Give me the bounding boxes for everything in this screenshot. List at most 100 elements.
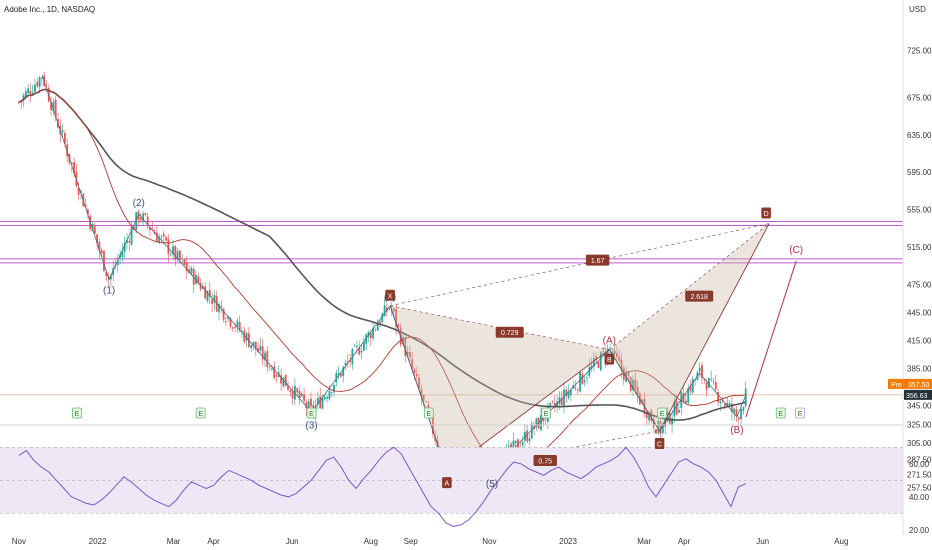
- rsi-axis-tick: 60.00: [909, 460, 930, 469]
- candle-body: [231, 327, 234, 329]
- candle-body: [599, 352, 602, 371]
- candle-body: [100, 249, 103, 254]
- candle-body: [181, 258, 184, 260]
- candle-body: [257, 348, 259, 353]
- point-label-c: C: [657, 441, 662, 448]
- candle-body: [126, 240, 128, 244]
- earnings-marker[interactable]: [775, 407, 786, 419]
- candle-body: [155, 232, 158, 242]
- rsi-line[interactable]: [18, 446, 747, 528]
- short-moving-average[interactable]: [18, 88, 746, 469]
- earnings-marker[interactable]: [423, 407, 434, 419]
- candle-body: [408, 352, 411, 358]
- candle-body: [358, 347, 361, 355]
- point-label-d-box[interactable]: [761, 207, 771, 219]
- candle-body: [178, 250, 181, 261]
- candle-body: [512, 440, 515, 452]
- last-price-tag[interactable]: [904, 389, 932, 400]
- time-axis-label: 2022: [89, 537, 107, 546]
- earnings-marker[interactable]: [306, 407, 317, 419]
- candle-body: [142, 213, 144, 222]
- ratio-label-2618-box[interactable]: [685, 290, 714, 302]
- earnings-marker-label: E: [75, 411, 80, 418]
- candle-body: [383, 305, 386, 317]
- candle-body: [149, 227, 151, 230]
- earnings-marker[interactable]: [71, 407, 82, 419]
- price-axis-tick: 305.00: [907, 439, 932, 448]
- candle-body: [307, 401, 310, 412]
- candle-body: [730, 403, 733, 412]
- candle-body: [744, 388, 747, 407]
- earnings-marker-label: E: [660, 411, 665, 418]
- candle-body: [712, 381, 715, 383]
- candle-body: [266, 351, 269, 368]
- ratio-label-167-box[interactable]: [585, 254, 610, 266]
- point-label-c-box[interactable]: [654, 437, 665, 449]
- ratio-label-0729-box[interactable]: [495, 326, 524, 338]
- harmonic-ratio-line: [390, 223, 770, 307]
- candle-body: [402, 337, 404, 345]
- candle-body: [316, 397, 319, 405]
- harmonic-bcd-triangle[interactable]: [609, 223, 770, 431]
- candle-body: [199, 282, 202, 290]
- candle-body: [622, 368, 625, 381]
- price-axis-tick: 515.00: [907, 243, 932, 252]
- candle-body: [36, 81, 39, 87]
- candle-body: [34, 84, 36, 93]
- candle-body: [344, 362, 347, 365]
- candle-body: [333, 384, 335, 393]
- candle-body: [103, 251, 105, 272]
- earnings-marker[interactable]: [795, 407, 805, 419]
- candle-body: [96, 234, 98, 244]
- candle-body: [592, 358, 595, 367]
- candle-body: [342, 367, 345, 376]
- candle-body: [112, 267, 115, 276]
- last-price: 356.63: [906, 393, 928, 400]
- candle-body: [521, 441, 524, 446]
- point-label-a-box[interactable]: [442, 477, 452, 489]
- earnings-marker[interactable]: [195, 407, 206, 419]
- candle-body: [648, 412, 650, 421]
- time-axis-label: Nov: [12, 537, 26, 546]
- candle-body: [418, 377, 420, 389]
- candle-body: [310, 398, 312, 407]
- chart-title: Adobe Inc., 1D, NASDAQ: [4, 5, 95, 14]
- candle-body: [530, 423, 533, 439]
- candle-body: [330, 392, 333, 393]
- candle-body: [576, 389, 579, 391]
- point-label-b-box[interactable]: [604, 353, 615, 365]
- candle-body: [261, 346, 264, 360]
- candle-body: [252, 341, 255, 346]
- candle-body: [641, 399, 644, 403]
- candle-body: [66, 144, 69, 157]
- candle-body: [93, 226, 96, 234]
- pre-market-tag[interactable]: [888, 378, 932, 389]
- wave-label-C: (C): [789, 245, 803, 256]
- candle-body: [238, 322, 241, 331]
- earnings-marker[interactable]: [541, 407, 552, 419]
- projection-line-C[interactable]: [745, 260, 797, 418]
- candle-body: [721, 400, 724, 402]
- earnings-marker[interactable]: [657, 407, 668, 419]
- candle-body: [50, 102, 52, 111]
- candle-body: [415, 373, 418, 377]
- point-label-d: D: [764, 211, 769, 218]
- ratio-label-2618: 2.618: [690, 294, 708, 301]
- candle-body: [22, 95, 25, 101]
- candle-body: [659, 421, 662, 434]
- ratio-label-075-box[interactable]: [533, 455, 557, 467]
- candle-body: [61, 130, 64, 133]
- harmonic-xab-triangle[interactable]: [390, 305, 610, 472]
- candle-body: [24, 91, 27, 98]
- candle-body: [661, 424, 664, 433]
- candle-body: [404, 338, 407, 356]
- candle-body: [381, 313, 384, 323]
- point-label-x-box[interactable]: [385, 289, 395, 301]
- long-moving-average[interactable]: [18, 88, 746, 421]
- candle-body: [675, 401, 678, 415]
- candle-body: [305, 402, 308, 409]
- candle-body: [684, 400, 687, 404]
- candle-body: [567, 391, 570, 398]
- candle-body: [293, 385, 296, 400]
